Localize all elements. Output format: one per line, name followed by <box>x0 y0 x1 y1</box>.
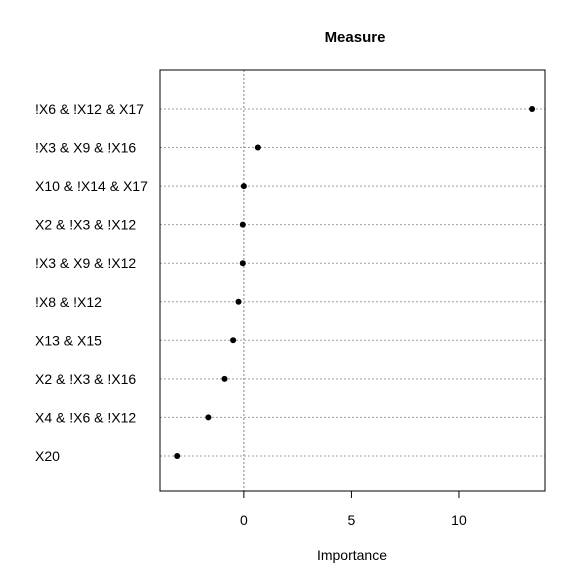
category-label: !X6 & !X12 & X17 <box>35 101 144 117</box>
category-label: X10 & !X14 & X17 <box>35 178 148 194</box>
x-tick-label: 0 <box>240 512 248 528</box>
data-point <box>230 337 237 344</box>
points-layer <box>174 106 536 459</box>
x-axis: 0 5 10 <box>240 490 467 528</box>
x-tick-label: 5 <box>348 512 356 528</box>
category-label: X2 & !X3 & !X16 <box>35 371 136 387</box>
category-label: !X3 & X9 & !X16 <box>35 140 136 156</box>
data-point <box>529 106 536 112</box>
category-label: X4 & !X6 & !X12 <box>35 409 136 425</box>
grid-layer <box>160 108 545 457</box>
data-point <box>254 144 261 151</box>
category-label: X20 <box>35 448 60 464</box>
data-point <box>174 452 181 459</box>
category-labels: !X6 & !X12 & X17 !X3 & X9 & !X16 X10 & !X1… <box>35 101 148 464</box>
x-axis-label: Importance <box>317 547 387 563</box>
plot-frame <box>159 69 546 492</box>
chart-title: Measure <box>325 29 386 46</box>
data-point <box>235 298 242 305</box>
category-label: X2 & !X3 & !X12 <box>35 217 136 233</box>
category-label: X13 & X15 <box>35 332 102 348</box>
data-point <box>240 183 247 190</box>
category-label: !X3 & X9 & !X12 <box>35 255 136 271</box>
data-point <box>205 414 212 421</box>
category-label: !X8 & !X12 <box>35 294 102 310</box>
x-tick-label: 10 <box>451 512 467 528</box>
data-point <box>239 221 246 228</box>
data-point <box>221 375 228 382</box>
data-point <box>239 260 246 267</box>
